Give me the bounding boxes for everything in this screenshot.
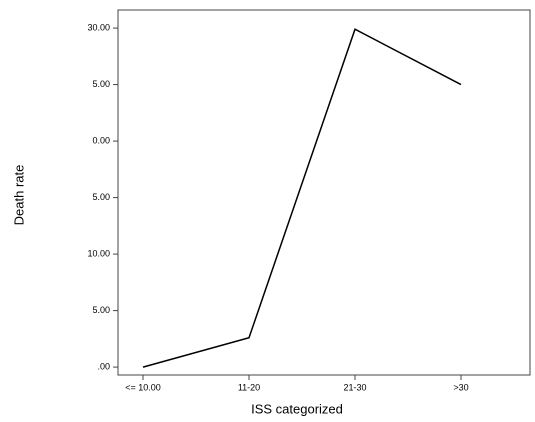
y-tick-label: 30.00 [87,22,110,32]
x-tick-label: 21-30 [343,382,366,392]
y-tick-label: .00 [97,361,110,371]
x-tick-label: 11-20 [238,382,260,392]
line [142,28,462,368]
y-tick-label: 5.00 [92,79,110,89]
x-tick-label: >30 [453,382,468,392]
y-tick-label: 10.00 [87,248,110,258]
y-axis-title: Death rate [11,165,26,226]
y-tick-label: 5.00 [92,305,110,315]
x-axis-title: ISS categorized [251,401,343,416]
x-tick-label: <= 10.00 [125,382,161,392]
y-tick-label: 5.00 [92,192,110,202]
plot-frame [117,9,531,376]
y-tick-label: 0.00 [92,135,110,145]
